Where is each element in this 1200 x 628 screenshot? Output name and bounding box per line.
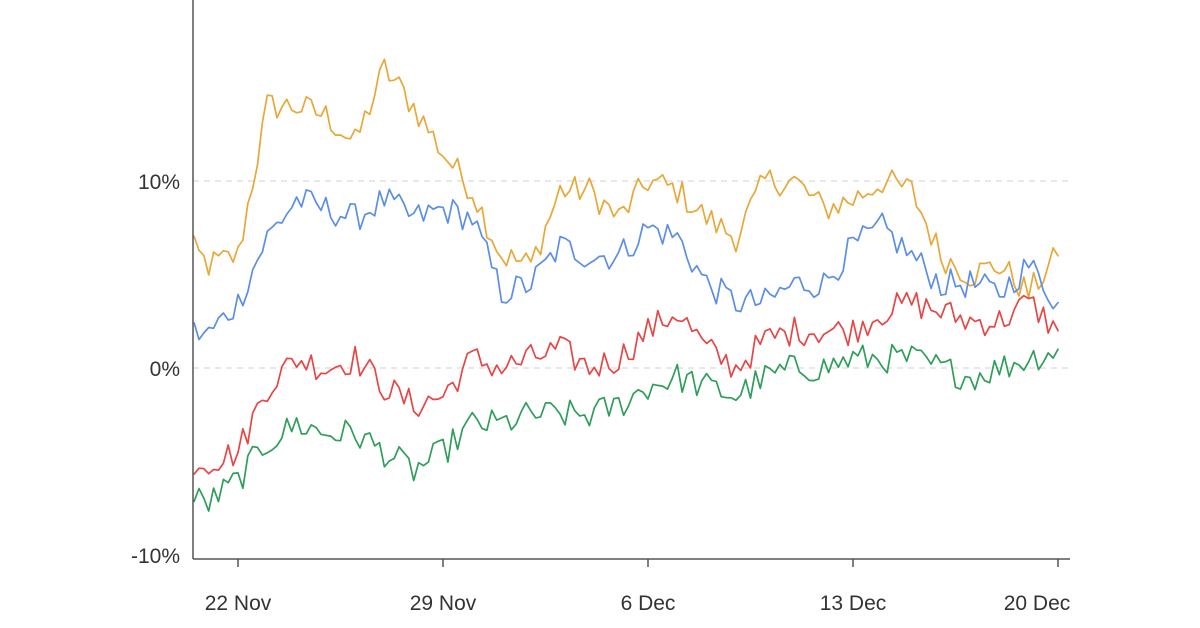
x-tick-label-22-nov: 22 Nov xyxy=(205,592,272,615)
x-tick-layer: 22 Nov 29 Nov 6 Dec 13 Dec 20 Dec xyxy=(205,592,1071,615)
y-tick-label-0: 0% xyxy=(150,358,180,381)
x-tick-label-20-dec: 20 Dec xyxy=(1004,592,1071,615)
y-tick-label-neg10: -10% xyxy=(131,545,180,568)
x-tick-label-6-dec: 6 Dec xyxy=(621,592,676,615)
y-tick-layer: 10% 0% -10% xyxy=(131,171,180,568)
series-layer xyxy=(193,58,1059,512)
y-tick-label-10: 10% xyxy=(138,171,180,194)
grid-layer xyxy=(193,180,1070,369)
series-line-3 xyxy=(193,343,1059,512)
x-tick-label-13-dec: 13 Dec xyxy=(820,592,887,615)
series-line-2 xyxy=(193,291,1059,475)
x-tick-label-29-nov: 29 Nov xyxy=(410,592,477,615)
series-line-1 xyxy=(193,188,1059,341)
series-line-0 xyxy=(193,58,1059,299)
axis-layer xyxy=(192,0,1070,567)
